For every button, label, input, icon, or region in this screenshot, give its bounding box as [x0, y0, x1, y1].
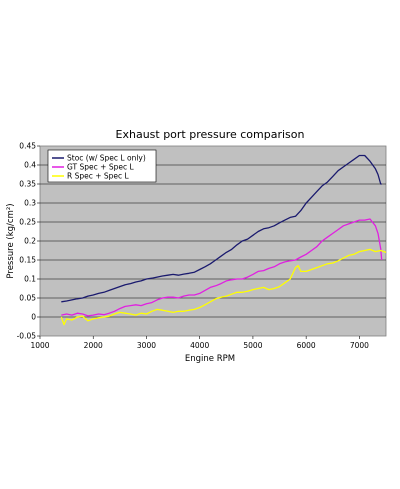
series-lines	[60, 154, 387, 326]
y-axis-title: Pressure (kg/cm²)	[6, 203, 16, 278]
x-tick-label: 4000	[190, 341, 209, 350]
legend-label-1: Stoc (w/ Spec L only)	[67, 154, 146, 163]
x-tick-label: 2000	[84, 341, 103, 350]
y-tick-label: 0.45	[19, 142, 36, 151]
x-tick-label: 1000	[30, 341, 49, 350]
y-tick-label: 0.4	[24, 161, 36, 170]
x-axis-title: Engine RPM	[185, 354, 235, 364]
x-tick-label: 3000	[137, 341, 156, 350]
x-tick-label: 6000	[297, 341, 316, 350]
y-tick-label: 0	[31, 313, 36, 322]
y-tick-label: 0.3	[24, 199, 36, 208]
legend-label-2: GT Spec + Spec L	[67, 163, 134, 172]
y-tick-label: -0.05	[17, 332, 37, 341]
legend-box	[47, 149, 157, 183]
y-tick-label: 0.2	[24, 237, 36, 246]
series-line-1	[61, 154, 382, 303]
series-line-2	[61, 218, 383, 317]
legend-label-3: R Spec + Spec L	[67, 172, 130, 181]
legend: Stoc (w/ Spec L only)GT Spec + Spec LR S…	[47, 149, 157, 183]
series-line-3	[60, 248, 387, 326]
x-tick-label: 5000	[243, 341, 262, 350]
y-tick-label: 0.15	[19, 256, 36, 265]
y-tick-label: 0.25	[19, 218, 36, 227]
x-axis-ticks: 1000 2000 3000 4000 5000 6000 7000	[30, 336, 369, 350]
y-tick-label: 0.05	[19, 294, 36, 303]
y-axis-ticks: -0.05 0 0.05 0.1 0.15 0.2 0.25 0.3 0.35 0.4 0.45	[17, 142, 40, 341]
x-tick-label: 7000	[350, 341, 369, 350]
chart-title: Exhaust port pressure comparison	[116, 128, 305, 141]
y-tick-label: 0.35	[19, 180, 36, 189]
y-tick-label: 0.1	[24, 275, 36, 284]
